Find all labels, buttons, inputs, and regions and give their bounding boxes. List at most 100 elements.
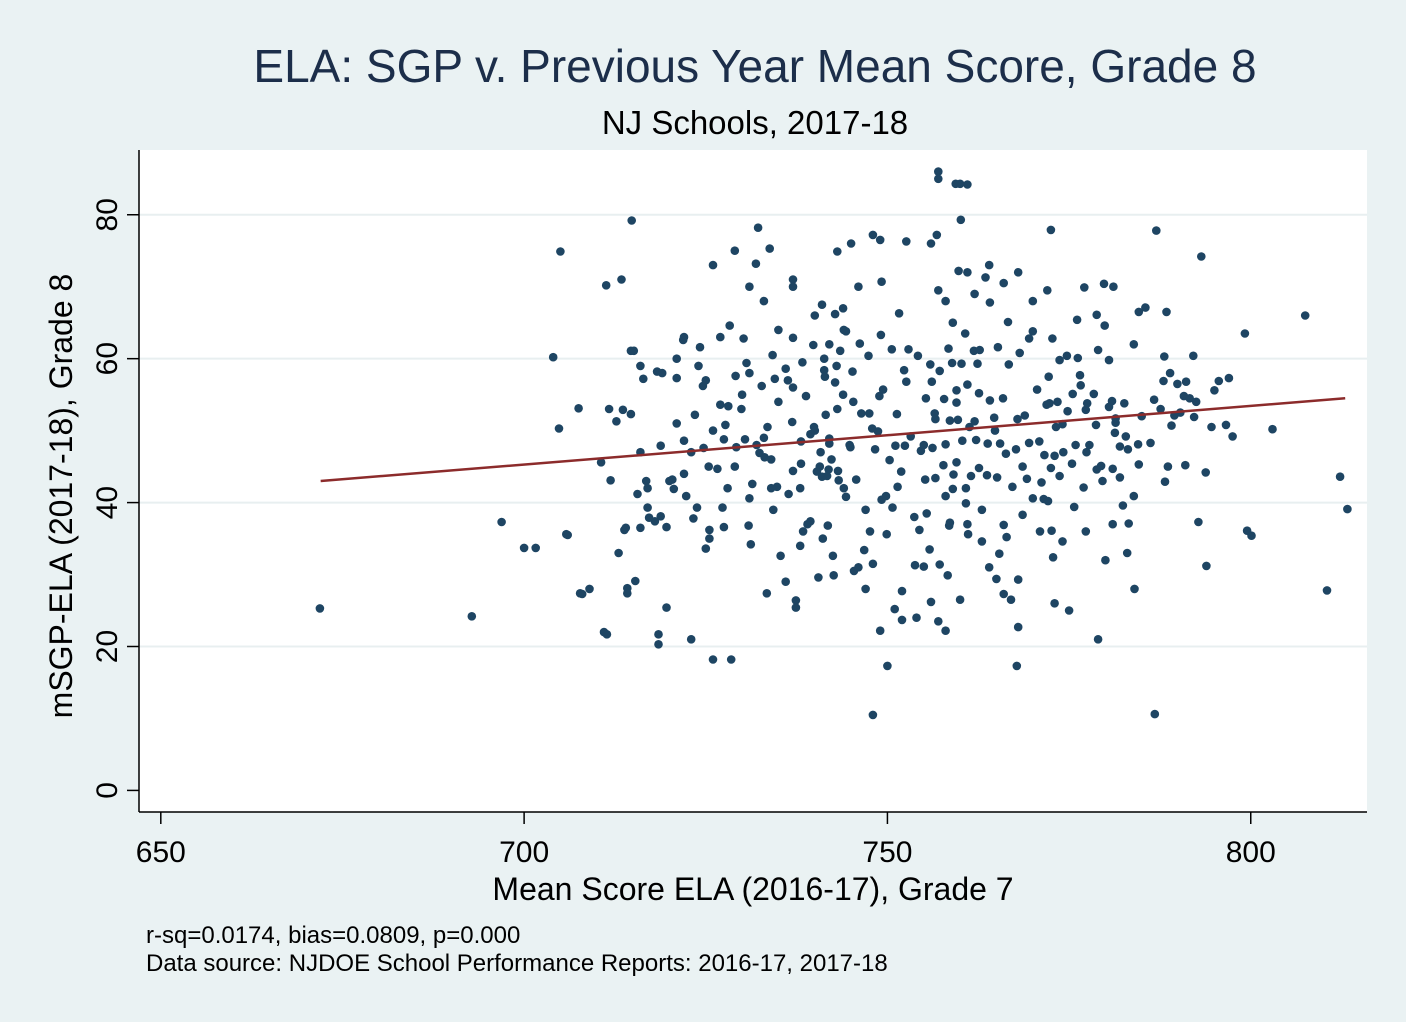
data-point: [809, 340, 818, 350]
data-point: [1076, 381, 1085, 390]
data-point: [1108, 519, 1117, 529]
data-point: [690, 410, 700, 420]
data-point: [963, 268, 972, 277]
data-point: [876, 330, 886, 340]
data-point: [765, 244, 774, 253]
data-point: [1167, 421, 1176, 430]
data-point: [654, 640, 663, 649]
data-point: [1089, 389, 1099, 399]
data-point: [708, 426, 718, 435]
data-point: [931, 473, 940, 483]
data-point: [672, 354, 681, 364]
data-point: [920, 475, 930, 484]
data-point: [627, 216, 636, 225]
data-point: [941, 491, 950, 501]
data-point: [639, 374, 648, 384]
data-point: [899, 365, 909, 375]
data-point: [641, 476, 651, 486]
data-point: [926, 239, 936, 248]
data-point: [975, 345, 984, 355]
data-point: [1081, 405, 1091, 415]
data-point: [1006, 595, 1016, 604]
data-point: [774, 397, 783, 407]
data-point: [497, 517, 506, 527]
data-point: [977, 537, 987, 546]
data-point: [643, 483, 652, 493]
data-point: [943, 571, 952, 580]
data-point: [873, 427, 883, 436]
data-point: [819, 354, 829, 364]
data-point: [945, 518, 955, 527]
data-point: [1121, 432, 1131, 441]
data-point: [955, 179, 965, 189]
data-point: [636, 523, 645, 533]
data-point: [1165, 368, 1175, 378]
data-point: [896, 467, 906, 476]
data-point: [1071, 440, 1080, 450]
data-point: [823, 521, 833, 530]
data-point: [716, 332, 725, 342]
data-point: [949, 470, 958, 479]
data-point: [1322, 586, 1332, 595]
data-point: [759, 296, 769, 306]
data-point: [798, 358, 807, 367]
data-point: [992, 574, 1001, 584]
data-point: [1160, 477, 1170, 487]
data-point: [854, 563, 863, 572]
data-point: [1163, 462, 1173, 471]
data-point: [1201, 468, 1210, 477]
data-point: [948, 318, 958, 328]
data-point: [999, 278, 1008, 288]
data-point: [868, 710, 878, 720]
data-point: [900, 441, 910, 451]
data-point: [665, 476, 674, 486]
data-point: [825, 340, 834, 349]
data-point: [708, 260, 718, 270]
data-point: [657, 368, 667, 378]
y-tick-label-40: 40: [91, 486, 124, 519]
y-tick-label-80: 80: [91, 198, 124, 231]
data-point: [838, 390, 848, 400]
stats-note: r-sq=0.0174, bias=0.0809, p=0.000: [146, 922, 521, 949]
data-point: [692, 503, 702, 512]
data-point: [1003, 317, 1013, 327]
data-point: [830, 309, 840, 319]
data-point: [955, 595, 965, 604]
data-point: [1032, 385, 1042, 394]
data-point: [781, 364, 790, 374]
data-point: [985, 298, 995, 307]
data-point: [838, 304, 848, 313]
data-point: [935, 366, 944, 376]
data-point: [1046, 225, 1056, 235]
data-point: [982, 470, 992, 480]
data-point: [737, 404, 746, 414]
data-point: [1081, 527, 1091, 536]
data-point: [768, 350, 777, 360]
data-point: [788, 282, 798, 292]
y-tick-label-60: 60: [91, 342, 124, 375]
data-point: [713, 464, 722, 474]
data-point: [828, 551, 838, 561]
data-point: [1221, 420, 1231, 430]
data-point: [787, 417, 797, 427]
data-point: [1185, 394, 1194, 403]
data-point: [934, 174, 943, 184]
data-point: [662, 522, 671, 532]
y-tick-label-0: 0: [91, 782, 124, 799]
data-point: [956, 215, 966, 225]
data-point: [882, 529, 891, 539]
data-point: [795, 541, 805, 551]
data-point: [791, 596, 801, 605]
data-point: [846, 239, 856, 248]
data-point: [861, 584, 870, 594]
data-point: [612, 417, 621, 426]
data-point: [817, 300, 827, 310]
data-point: [963, 519, 972, 529]
data-point: [1028, 327, 1038, 336]
data-point: [894, 309, 904, 318]
data-point: [1122, 548, 1132, 558]
data-point: [818, 534, 828, 543]
data-point: [1012, 661, 1022, 671]
data-point: [1141, 303, 1150, 312]
